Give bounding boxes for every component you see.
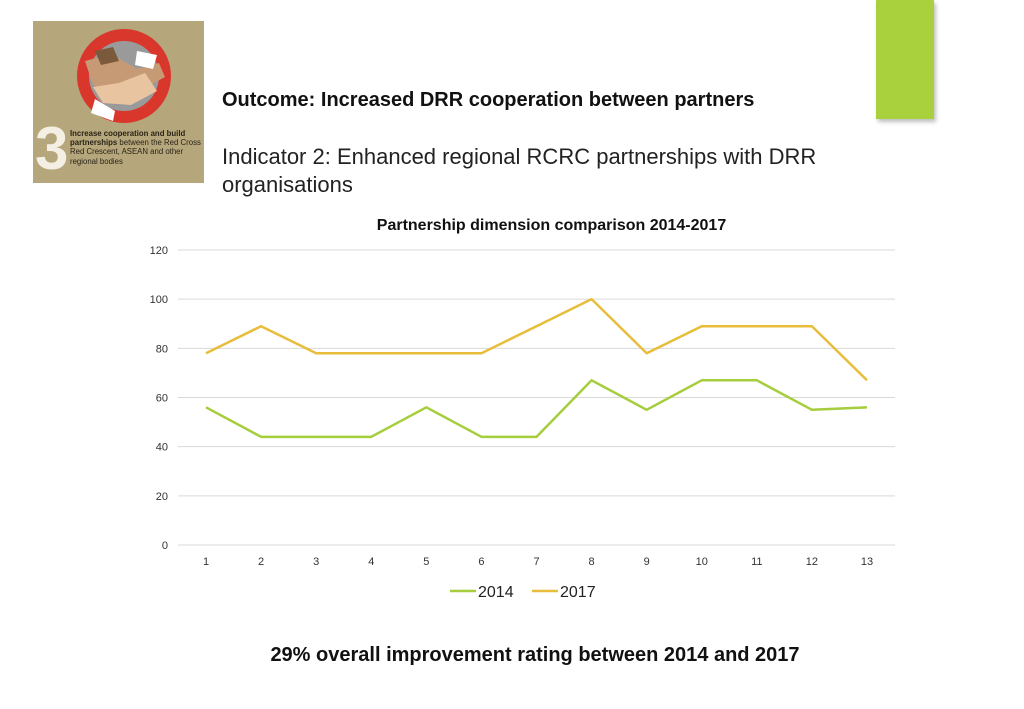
logo: 3 Increase cooperation and build partner… [33,21,204,183]
x-tick-label: 10 [696,556,708,568]
summary-text: 29% overall improvement rating between 2… [270,644,800,666]
y-tick-label: 60 [156,393,168,405]
x-tick-label: 5 [423,556,429,568]
x-tick-label: 1 [203,556,209,568]
y-tick-label: 100 [150,294,168,306]
y-tick-label: 80 [156,343,168,355]
legend-label-2014: 2014 [478,584,514,601]
y-tick-label: 20 [156,491,168,503]
series-line-2017 [205,297,868,382]
x-tick-label: 13 [861,556,873,568]
y-tick-label: 40 [156,442,168,454]
y-tick-label: 120 [150,245,168,257]
handshake-icon [77,29,171,123]
y-tick-label: 0 [162,540,168,552]
x-tick-label: 9 [644,556,650,568]
x-tick-label: 6 [478,556,484,568]
series-line-2014 [205,379,868,439]
x-tick-label: 11 [751,556,762,568]
logo-caption-bold: Increase cooperation and build partnersh… [70,129,186,148]
indicator-subtitle: Indicator 2: Enhanced regional RCRC part… [222,144,817,197]
x-tick-label: 3 [313,556,319,568]
logo-caption: Increase cooperation and build partnersh… [70,129,202,166]
logo-number: 3 [35,115,69,182]
chart-title: Partnership dimension comparison 2014-20… [377,217,727,234]
outcome-title: Outcome: Increased DRR cooperation betwe… [222,89,755,111]
x-tick-label: 4 [368,556,374,568]
accent-bar [876,0,934,119]
legend-label-2017: 2017 [560,584,596,601]
x-tick-label: 7 [533,556,539,568]
x-tick-label: 12 [806,556,818,568]
x-tick-label: 8 [589,556,595,568]
x-tick-label: 2 [258,556,264,568]
line-chart: Partnership dimension comparison 2014-20… [150,217,895,601]
logo-caption-rest: between the Red Cross Red Crescent, ASEA… [70,138,201,166]
